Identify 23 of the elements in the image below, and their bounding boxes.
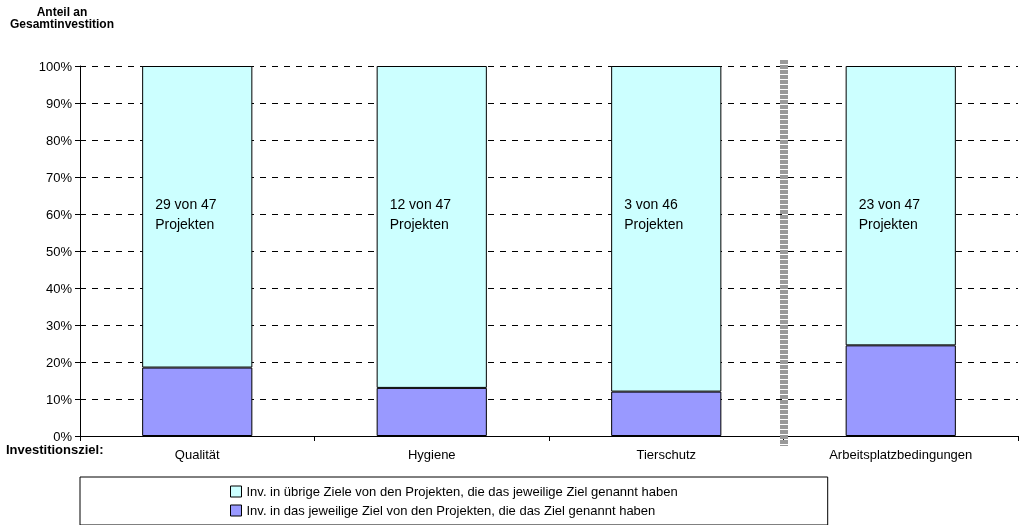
y-tick-label: 20% <box>45 354 73 370</box>
x-axis-title: Investitionsziel: <box>6 442 104 457</box>
x-tick-label: Hygiene <box>407 447 456 462</box>
y-tick-label: 30% <box>45 317 73 333</box>
x-tick-label: Arbeitsplatzbedingungen <box>829 447 973 462</box>
y-tick-label: 100% <box>38 58 73 74</box>
y-tick-label: 40% <box>45 280 73 296</box>
annotation: 12 von 47 Projekten <box>389 196 452 232</box>
x-tick-label: Tierschutz <box>636 447 696 462</box>
legend-label: Inv. in das jeweilige Ziel von den Projekten, die das Ziel genannt haben <box>246 503 656 518</box>
y-tick-label: 60% <box>45 206 73 222</box>
y-axis-title: Anteil an Gesamtinvestition <box>10 5 115 31</box>
y-tick-label: 70% <box>45 169 73 185</box>
y-tick-label: 10% <box>45 391 73 407</box>
y-tick-label: 50% <box>45 243 73 259</box>
legend-label: Inv. in übrige Ziele von den Projekten, die das jeweilige Ziel genannt haben <box>246 484 678 499</box>
annotation: 3 von 46 Projekten <box>624 196 684 232</box>
y-tick-label: 80% <box>45 132 73 148</box>
annotation: 23 von 47 Projekten <box>858 196 921 232</box>
y-tick-label: 0% <box>53 428 73 444</box>
annotation: 29 von 47 Projekten <box>155 196 217 232</box>
x-tick-label: Qualität <box>174 447 221 462</box>
y-tick-label: 90% <box>45 95 73 111</box>
